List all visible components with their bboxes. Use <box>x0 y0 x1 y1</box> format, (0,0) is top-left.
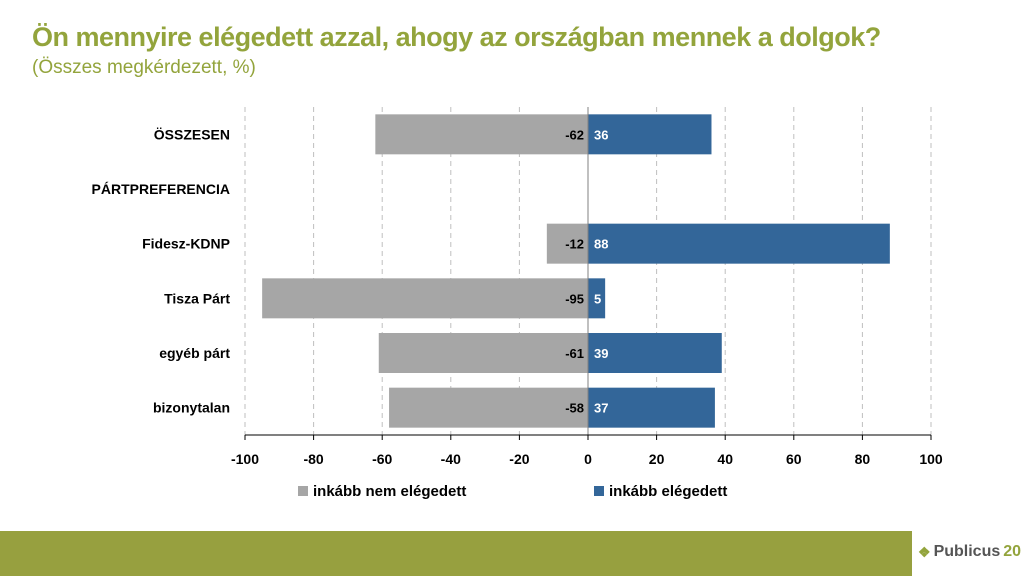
category-label: PÁRTPREFERENCIA <box>92 181 230 197</box>
legend-label: inkább elégedett <box>609 483 727 500</box>
bar-not-satisfied <box>262 278 588 319</box>
bar-satisfied <box>588 387 715 428</box>
bar-not-satisfied <box>375 114 588 155</box>
x-tick-label: 40 <box>717 451 733 467</box>
data-label: -12 <box>565 237 584 252</box>
data-label: -95 <box>565 291 584 306</box>
bar-satisfied <box>588 333 722 373</box>
x-tick-label: -40 <box>441 451 461 467</box>
category-label: bizonytalan <box>153 400 230 416</box>
legend-swatch <box>298 486 308 496</box>
bar-not-satisfied <box>546 223 588 264</box>
x-tick-label: -20 <box>509 451 529 467</box>
data-label: -61 <box>565 346 584 361</box>
bar-not-satisfied <box>389 387 588 428</box>
data-label: -62 <box>565 127 584 142</box>
x-tick-label: 0 <box>584 451 592 467</box>
page-title: Ön mennyire elégedett azzal, ahogy az or… <box>32 22 881 52</box>
x-tick-label: 80 <box>855 451 871 467</box>
category-label: Tisza Párt <box>164 290 230 306</box>
x-tick-label: 60 <box>786 451 802 467</box>
x-tick-label: 100 <box>919 451 943 467</box>
diverging-bar-chart: -100 -80 -60 -40 -20 0 20 40 60 80 100 ÖSSZESEN -62 3… <box>92 107 943 500</box>
category-label: Fidesz-KDNP <box>142 236 230 252</box>
bar-satisfied <box>588 223 890 264</box>
legend-label: inkább nem elégedett <box>313 483 466 500</box>
logo-icon: ❖ <box>918 543 931 560</box>
category-label: ÖSSZESEN <box>154 126 230 142</box>
publicus-logo: ❖ Publicus 20 <box>918 543 1021 561</box>
data-label: 37 <box>594 401 608 416</box>
data-label: 36 <box>594 127 608 142</box>
footer-bar <box>0 531 912 576</box>
x-tick-label: 20 <box>649 451 665 467</box>
data-label: -58 <box>565 401 584 416</box>
bar-satisfied <box>588 278 606 319</box>
logo-number: 20 <box>1003 543 1022 560</box>
bar-not-satisfied <box>378 333 588 373</box>
x-tick-label: -100 <box>231 451 259 467</box>
x-tick-label: -80 <box>303 451 323 467</box>
data-label: 88 <box>594 237 608 252</box>
page-subtitle: (Összes megkérdezett, %) <box>32 57 256 78</box>
logo-text: Publicus <box>933 543 1001 560</box>
data-label: 5 <box>594 291 601 306</box>
category-label: egyéb párt <box>159 345 230 361</box>
bar-satisfied <box>588 114 712 155</box>
data-label: 39 <box>594 346 608 361</box>
legend-swatch <box>594 486 604 496</box>
x-tick-label: -60 <box>372 451 392 467</box>
